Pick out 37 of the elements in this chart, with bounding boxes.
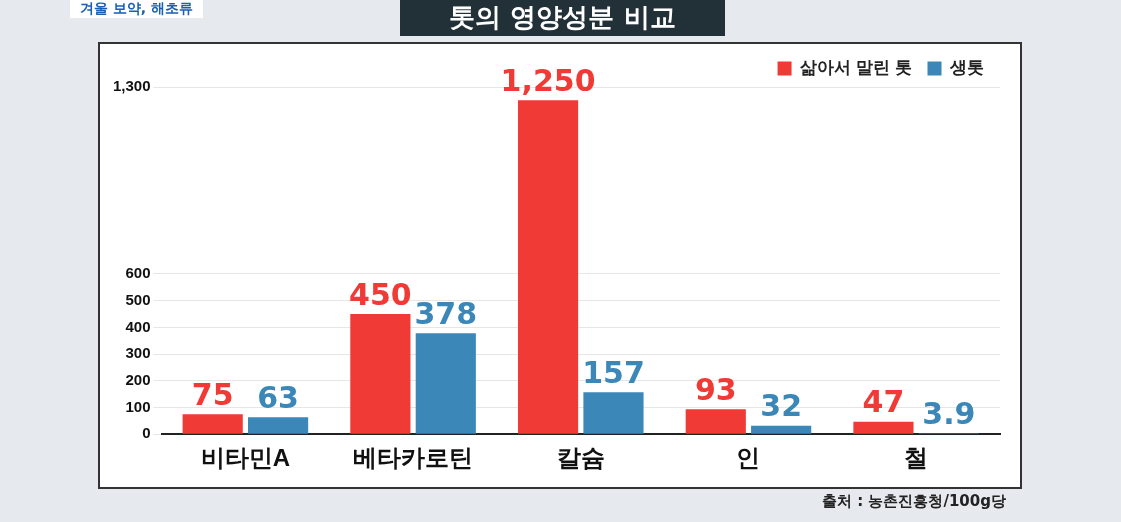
x-tick-label: 인 (736, 444, 761, 472)
text: 겨울 보약, 해초류 (70, 0, 204, 18)
y-tick-label: 500 (125, 290, 151, 308)
bar (751, 425, 812, 434)
data-label: 93 (694, 372, 737, 408)
data-label: 378 (414, 296, 478, 332)
y-tick-label: 300 (125, 344, 151, 362)
bar (685, 409, 746, 434)
y-tick-label: 1,300 (112, 77, 151, 95)
y-tick-label: 0 (142, 424, 151, 442)
legend-label: 생톳 (949, 58, 984, 78)
y-tick-label: 400 (125, 317, 151, 335)
x-tick-label: 칼슘 (556, 444, 605, 472)
bar (248, 417, 309, 434)
chart-title: 톳의 영양성분 비교 (400, 0, 725, 36)
data-label: 450 (349, 276, 412, 312)
x-tick-label: 비타민A (200, 444, 291, 472)
bar (415, 333, 476, 434)
data-label: 75 (191, 376, 234, 412)
bar (350, 314, 411, 434)
bar (517, 100, 579, 434)
legend-label: 삶아서 말린 톳 (800, 58, 912, 78)
x-tick-label: 베타카로틴 (353, 444, 474, 472)
x-tick-label: 철 (904, 444, 929, 472)
bar (182, 414, 243, 434)
y-tick-label: 600 (125, 264, 151, 282)
bar (853, 421, 914, 434)
bar (583, 392, 644, 434)
data-label: 157 (582, 355, 645, 391)
data-label: 47 (862, 384, 905, 420)
data-label: 63 (257, 380, 299, 416)
data-label: 1,250 (500, 63, 596, 99)
source-note: 출처 : 농촌진흥청/100g당 (822, 492, 1006, 511)
y-tick-label: 100 (125, 397, 151, 415)
y-tick-label: 200 (125, 370, 151, 388)
data-label: 32 (760, 388, 803, 424)
data-label: 3.9 (922, 395, 976, 431)
